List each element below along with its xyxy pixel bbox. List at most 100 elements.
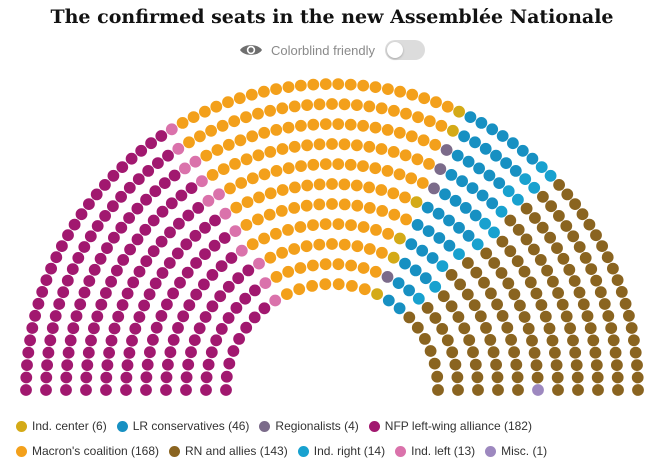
seat-lr-conservatives [486,197,499,210]
seat-nfp-left-wing-alliance [242,264,255,277]
seat-macron-s-coalition [332,158,345,171]
seat-macron-s-coalition [338,138,351,151]
seat-nfp-left-wing-alliance [83,275,96,287]
seat-rn-and-allies [458,322,471,335]
seat-macron-s-coalition [363,243,376,255]
seat-lr-conservatives [433,232,446,244]
seat-rn-and-allies [468,299,481,312]
seat-ind-left [196,175,208,188]
seat-rn-and-allies [576,208,589,221]
colorblind-toggle-switch[interactable] [385,40,426,60]
seat-macron-s-coalition [332,218,345,231]
seat-rn-and-allies [530,287,543,300]
seat-nfp-left-wing-alliance [42,346,55,359]
seat-lr-conservatives [462,229,475,242]
seat-macron-s-coalition [206,169,219,181]
seat-nfp-left-wing-alliance [162,358,174,371]
seat-macron-s-coalition [369,265,382,278]
seat-nfp-left-wing-alliance [155,310,168,322]
seat-macron-s-coalition [270,83,282,95]
seat-nfp-left-wing-alliance [32,297,45,310]
seat-nfp-left-wing-alliance [152,157,164,170]
seat-rn-and-allies [560,310,573,323]
seat-rn-and-allies [553,210,565,222]
seat-rn-and-allies [496,310,509,322]
seat-nfp-left-wing-alliance [91,310,104,323]
legend-item-rn-and-allies: RN and allies (143) [169,443,288,459]
seat-lr-conservatives [443,214,455,227]
seat-rn-and-allies [445,269,458,281]
legend-swatch [16,445,27,457]
seat-nfp-left-wing-alliance [233,333,246,345]
seat-macron-s-coalition [394,85,406,98]
toggle-knob [387,42,404,58]
seat-rn-and-allies [564,322,576,335]
seat-rn-and-allies [451,371,464,384]
seat-nfp-left-wing-alliance [225,252,238,264]
seat-macron-s-coalition [240,153,253,166]
seat-nfp-left-wing-alliance [108,322,121,335]
seat-rn-and-allies [528,347,541,359]
seat-rn-and-allies [552,384,564,396]
seat-lr-conservatives [439,188,451,201]
seat-macron-s-coalition [264,187,277,200]
seat-macron-s-coalition [357,262,370,274]
seat-rn-and-allies [485,287,497,300]
seat-macron-s-coalition [399,191,411,204]
seat-rn-and-allies [571,371,584,384]
seat-rn-and-allies [491,298,503,311]
seat-macron-s-coalition [405,172,418,185]
seat-nfp-left-wing-alliance [62,346,75,359]
seat-macron-s-coalition [270,227,282,240]
seat-nfp-left-wing-alliance [158,177,171,190]
seat-nfp-left-wing-alliance [232,272,245,285]
seat-macron-s-coalition [301,179,314,192]
seat-macron-s-coalition [338,198,351,211]
seat-ind-center [387,251,400,264]
seat-nfp-left-wing-alliance [171,247,184,260]
seat-lr-conservatives [464,111,477,123]
seat-macron-s-coalition [282,81,295,93]
seat-rn-and-allies [615,286,628,298]
seat-rn-and-allies [537,190,549,203]
seat-nfp-left-wing-alliance [50,251,63,264]
seat-nfp-left-wing-alliance [185,346,197,359]
seat-nfp-left-wing-alliance [140,384,152,396]
seat-nfp-left-wing-alliance [142,165,155,177]
seat-nfp-left-wing-alliance [145,137,158,150]
seat-ind-right [453,248,465,260]
seat-nfp-left-wing-alliance [147,214,160,227]
seat-rn-and-allies [536,221,549,234]
seat-rn-and-allies [403,311,416,324]
seat-macron-s-coalition [393,126,406,139]
seat-macron-s-coalition [319,218,332,231]
seat-nfp-left-wing-alliance [140,193,153,206]
seat-nfp-left-wing-alliance [249,284,261,297]
seat-nfp-left-wing-alliance [240,321,253,334]
legend-label: RN and allies (143) [185,444,288,458]
seat-nfp-left-wing-alliance [173,217,185,230]
legend-swatch [16,420,27,432]
seat-macron-s-coalition [363,100,376,113]
seat-macron-s-coalition [357,119,369,132]
seat-macron-s-coalition [282,224,294,236]
seat-macron-s-coalition [326,238,338,250]
seat-nfp-left-wing-alliance [123,212,135,224]
seat-macron-s-coalition [307,118,320,131]
eye-icon [239,45,262,55]
seat-rn-and-allies [441,334,454,347]
seat-nfp-left-wing-alliance [101,242,113,255]
seat-macron-s-coalition [363,202,376,214]
seat-rn-and-allies [602,310,615,322]
seat-nfp-left-wing-alliance [177,310,190,323]
seat-macron-s-coalition [387,146,400,158]
seat-rn-and-allies [512,384,524,396]
seat-nfp-left-wing-alliance [167,334,180,346]
seat-nfp-left-wing-alliance [121,359,134,372]
seat-macron-s-coalition [332,118,345,130]
seat-rn-and-allies [632,384,644,396]
seat-lr-conservatives [449,194,462,207]
seat-lr-conservatives [507,137,519,150]
seat-macron-s-coalition [264,104,276,117]
seat-nfp-left-wing-alliance [160,371,173,384]
